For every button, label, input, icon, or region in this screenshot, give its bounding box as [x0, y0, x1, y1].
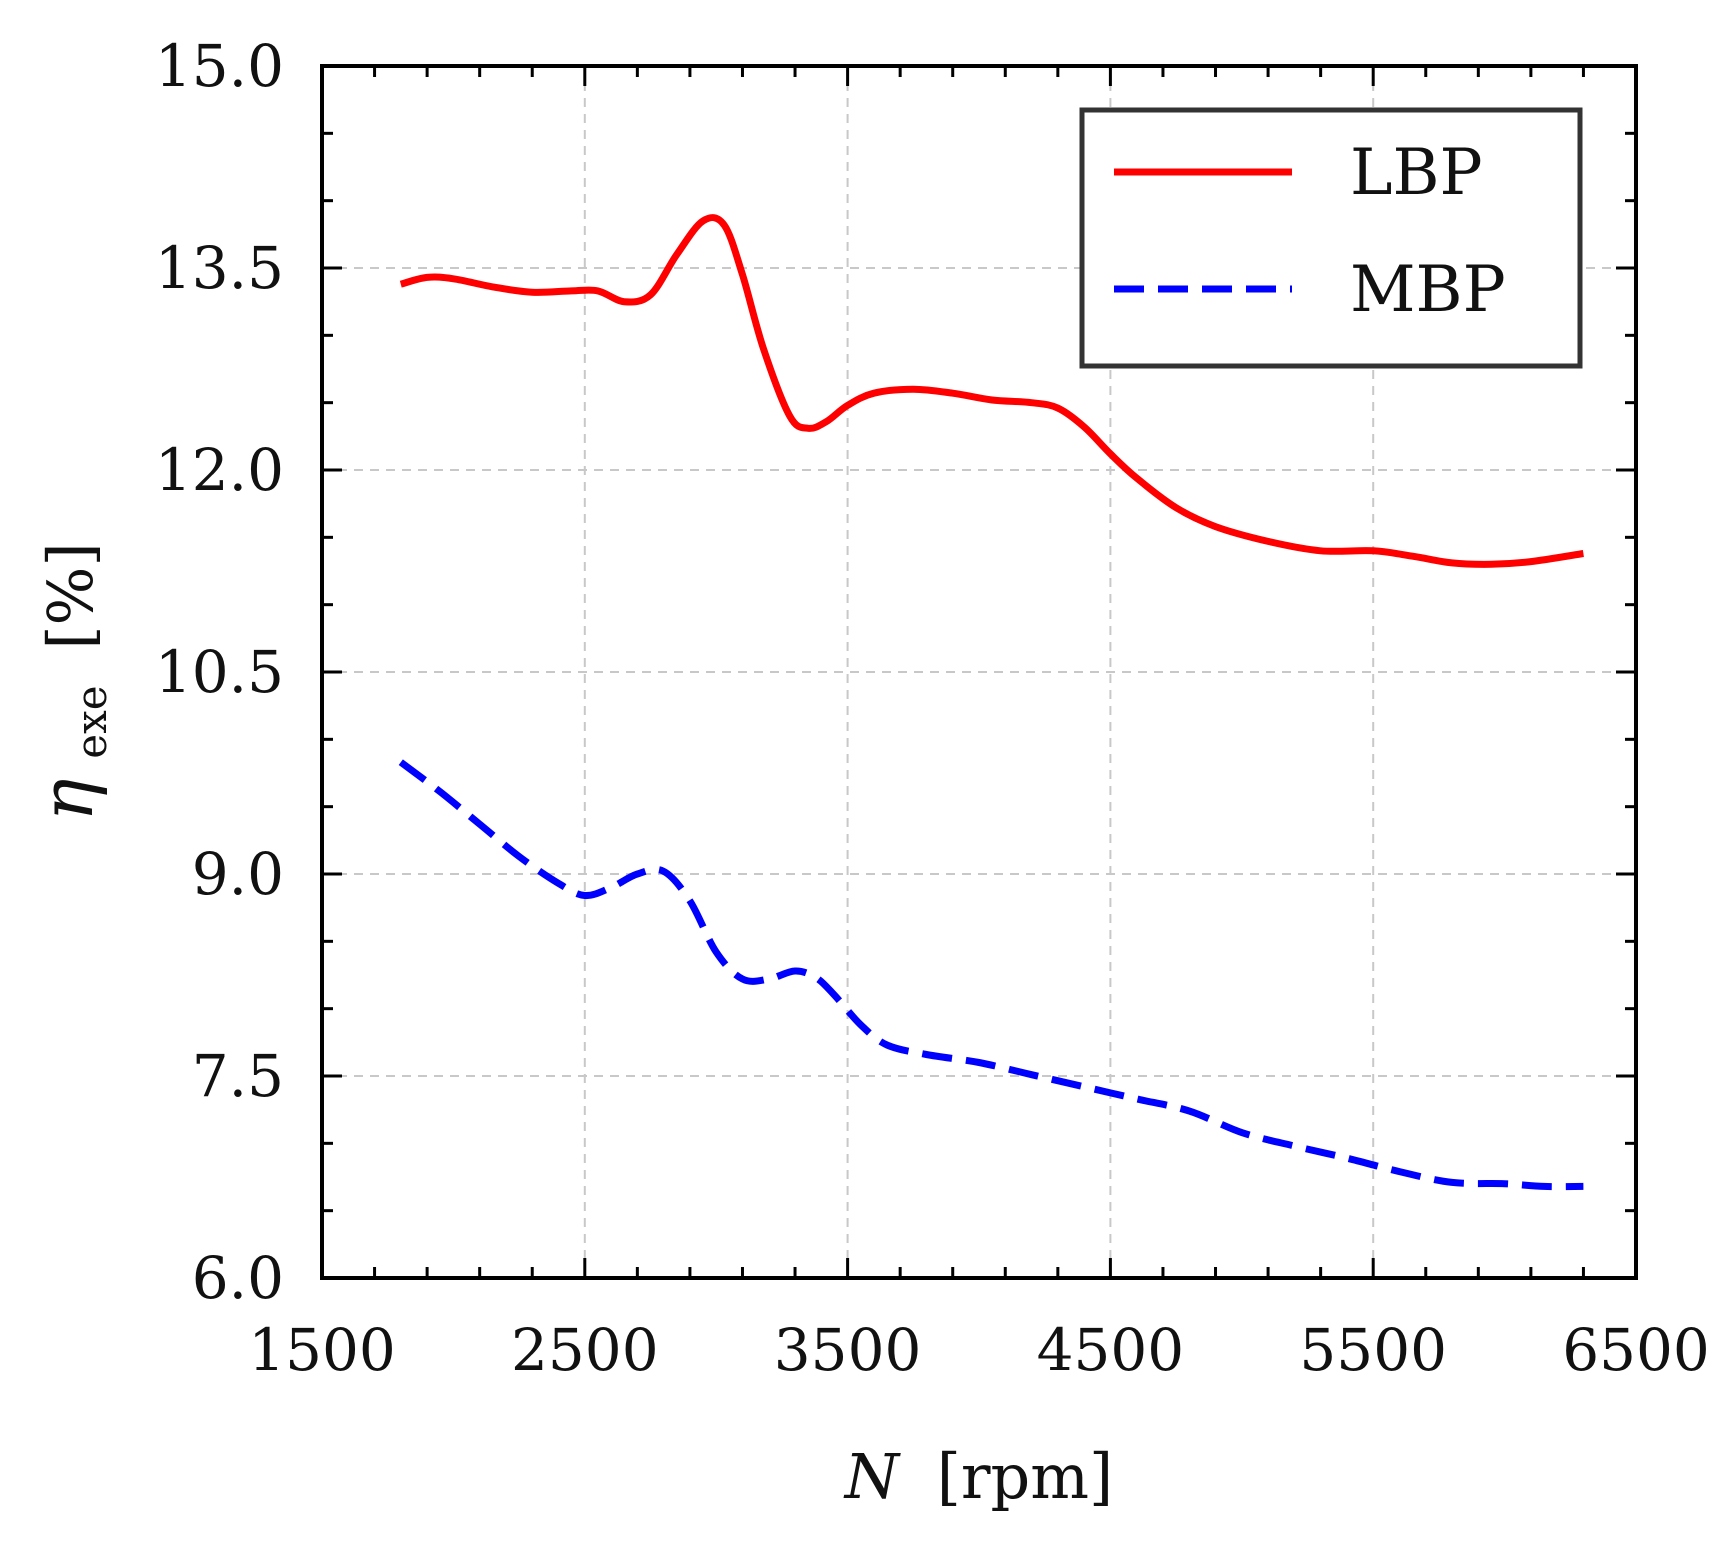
- y-axis-subscript: exe: [67, 685, 116, 758]
- y-axis-symbol: η: [25, 779, 109, 822]
- y-axis-title: η exe [%]: [25, 542, 121, 821]
- x-tick-label: 1500: [248, 1316, 396, 1384]
- tick-labels: 1500 2500 3500 4500 5500 6500 6.0 7.5 9.0 10.5 12.…: [155, 32, 1710, 1384]
- x-tick-label: 5500: [1299, 1316, 1447, 1384]
- legend: LBP MBP: [1079, 107, 1583, 369]
- y-tick-label: 6.0: [192, 1244, 284, 1312]
- legend-box: [1079, 107, 1583, 369]
- x-tick-label: 3500: [774, 1316, 922, 1384]
- y-tick-label: 15.0: [155, 32, 284, 100]
- x-axis-title: N [rpm]: [843, 1440, 1113, 1513]
- y-tick-label: 10.5: [155, 638, 284, 706]
- y-tick-label: 13.5: [155, 234, 284, 302]
- x-tick-label: 2500: [511, 1316, 659, 1384]
- y-tick-label: 7.5: [192, 1042, 284, 1110]
- series-line-mbp: [398, 759, 1584, 1191]
- legend-label-mbp: MBP: [1350, 253, 1506, 327]
- legend-label-lbp: LBP: [1350, 136, 1483, 210]
- y-tick-label: 12.0: [155, 436, 284, 504]
- y-axis-unit: [%]: [34, 542, 107, 649]
- x-tick-label: 4500: [1037, 1316, 1185, 1384]
- y-tick-label: 9.0: [192, 840, 284, 908]
- series-line-lbp: [399, 214, 1584, 568]
- x-axis-variable: N: [843, 1440, 902, 1513]
- ticks: [320, 64, 1638, 1280]
- series-layer: [398, 214, 1584, 1191]
- x-tick-label: 6500: [1562, 1316, 1710, 1384]
- x-axis-unit: [rpm]: [937, 1440, 1114, 1513]
- grid: [322, 66, 1636, 1278]
